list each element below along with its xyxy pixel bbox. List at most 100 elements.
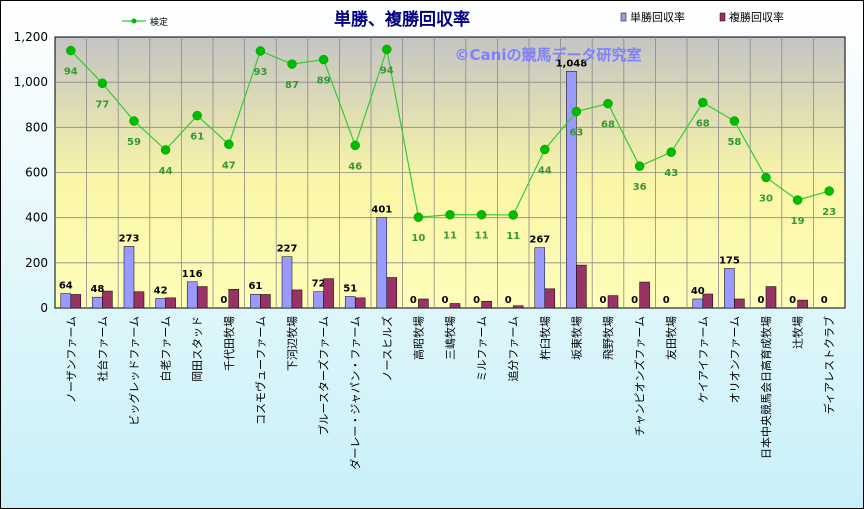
- kentei-data-label: 63: [569, 128, 583, 139]
- category-label: 辻牧場: [791, 316, 805, 349]
- y-tick-label: 200: [25, 256, 48, 270]
- bar-tansho-data-label: 0: [442, 295, 449, 306]
- bar-fukusho: [133, 291, 145, 309]
- bar-tansho: [250, 293, 261, 309]
- bar-fukusho: [386, 277, 398, 309]
- kentei-point: [540, 144, 550, 155]
- bar-tansho-data-label: 0: [473, 295, 480, 306]
- bar-fukusho: [639, 281, 650, 309]
- category-label: ダーレー・ジャパン・ファーム: [348, 316, 362, 470]
- bar-tansho-data-label: 401: [371, 204, 392, 215]
- category-label: 友田牧場: [664, 316, 678, 360]
- kentei-data-label: 46: [348, 161, 362, 172]
- kentei-point: [729, 116, 740, 126]
- category-label: 千代田牧場: [222, 316, 236, 371]
- legend-label-bar2: 複勝回収率: [729, 10, 784, 24]
- kentei-data-label: 23: [822, 207, 836, 218]
- legend-swatch-bar2: [719, 12, 726, 22]
- legend-label-bar1: 単勝回収率: [630, 10, 685, 24]
- bar-fukusho: [70, 294, 82, 309]
- bar-fukusho: [449, 303, 461, 309]
- kentei-data-label: 77: [95, 99, 109, 110]
- kentei-point: [603, 98, 613, 109]
- bar-tansho-data-label: 267: [529, 235, 550, 246]
- kentei-data-label: 44: [538, 165, 552, 176]
- kentei-point: [666, 147, 676, 157]
- kentei-data-label: 59: [127, 137, 141, 148]
- kentei-point: [445, 209, 455, 220]
- bar-fukusho: [702, 293, 714, 309]
- bar-tansho-data-label: 72: [312, 279, 326, 290]
- category-label: 坂東牧場: [569, 316, 583, 360]
- kentei-point: [318, 54, 329, 65]
- category-label: 飛野牧場: [601, 316, 615, 360]
- bar-fukusho: [576, 264, 587, 309]
- kentei-point: [382, 44, 392, 55]
- kentei-point: [413, 212, 424, 222]
- chart-title: 単勝、複勝回収率: [334, 9, 470, 30]
- kentei-point: [287, 59, 297, 69]
- bar-tansho: [566, 71, 577, 309]
- kentei-data-label: 58: [727, 137, 741, 148]
- bar-tansho: [60, 293, 72, 309]
- legend-label-line: 検定: [150, 16, 168, 28]
- kentei-point: [160, 145, 171, 155]
- kentei-data-label: 93: [253, 67, 267, 78]
- category-label: 日本中央競馬会日高育成牧場: [759, 316, 773, 459]
- bar-fukusho: [418, 298, 429, 309]
- bar-tansho: [123, 246, 135, 309]
- bar-tansho-data-label: 0: [631, 295, 638, 306]
- kentei-point: [698, 97, 708, 108]
- kentei-point: [350, 140, 360, 151]
- bar-fukusho: [323, 278, 334, 309]
- category-label: 社台ファーム: [95, 316, 109, 382]
- bar-tansho-data-label: 0: [789, 295, 796, 306]
- bar-fukusho: [291, 289, 303, 309]
- y-tick-label: 400: [25, 211, 48, 225]
- bar-tansho: [724, 268, 735, 309]
- bar-tansho: [92, 296, 103, 309]
- bar-tansho-data-label: 0: [410, 295, 417, 306]
- kentei-point: [634, 161, 645, 171]
- kentei-point: [66, 45, 76, 56]
- kentei-data-label: 47: [222, 160, 236, 171]
- kentei-data-label: 68: [696, 118, 710, 129]
- bar-tansho-data-label: 51: [343, 283, 357, 294]
- x-axis: ノーザンファーム 社台ファーム ビッグレッドファーム 白老ファーム 岡田スタッド 千代田牧…: [65, 316, 836, 470]
- bar-fukusho: [354, 297, 366, 309]
- bar-fukusho: [228, 289, 240, 309]
- bar-tansho: [534, 247, 546, 309]
- kentei-data-label: 89: [317, 76, 331, 87]
- kentei-data-label: 87: [285, 80, 299, 91]
- bar-tansho-data-label: 227: [277, 244, 298, 255]
- bar-tansho-data-label: 42: [154, 286, 168, 297]
- category-label: 追分ファーム: [506, 316, 520, 382]
- bar-tansho-data-label: 64: [59, 281, 73, 292]
- kentei-data-label: 11: [506, 231, 520, 242]
- bar-fukusho: [260, 294, 271, 309]
- bar-fukusho: [512, 305, 524, 309]
- y-tick-label: 0: [40, 301, 48, 315]
- bar-fukusho: [165, 297, 176, 309]
- kentei-data-label: 10: [411, 233, 425, 244]
- legend-swatch-bar1: [620, 12, 627, 22]
- kentei-data-label: 11: [443, 231, 457, 242]
- bar-tansho: [186, 281, 198, 309]
- kentei-data-label: 36: [633, 182, 647, 193]
- kentei-data-label: 44: [159, 166, 173, 177]
- bar-fukusho: [544, 288, 556, 309]
- category-label: チャンピオンズファーム: [633, 316, 647, 436]
- kentei-point: [255, 46, 266, 56]
- bar-tansho-data-label: 0: [505, 295, 512, 306]
- category-label: 高昭牧場: [411, 316, 425, 360]
- kentei-data-label: 19: [791, 216, 805, 227]
- legend: 検定 単勝回収率 複勝回収率: [122, 10, 784, 28]
- y-tick-label: 1,000: [14, 75, 48, 89]
- kentei-data-label: 43: [664, 168, 678, 179]
- category-label: 杵臼牧場: [538, 316, 552, 360]
- kentei-point: [476, 209, 487, 220]
- category-label: 岡田スタッド: [191, 316, 204, 382]
